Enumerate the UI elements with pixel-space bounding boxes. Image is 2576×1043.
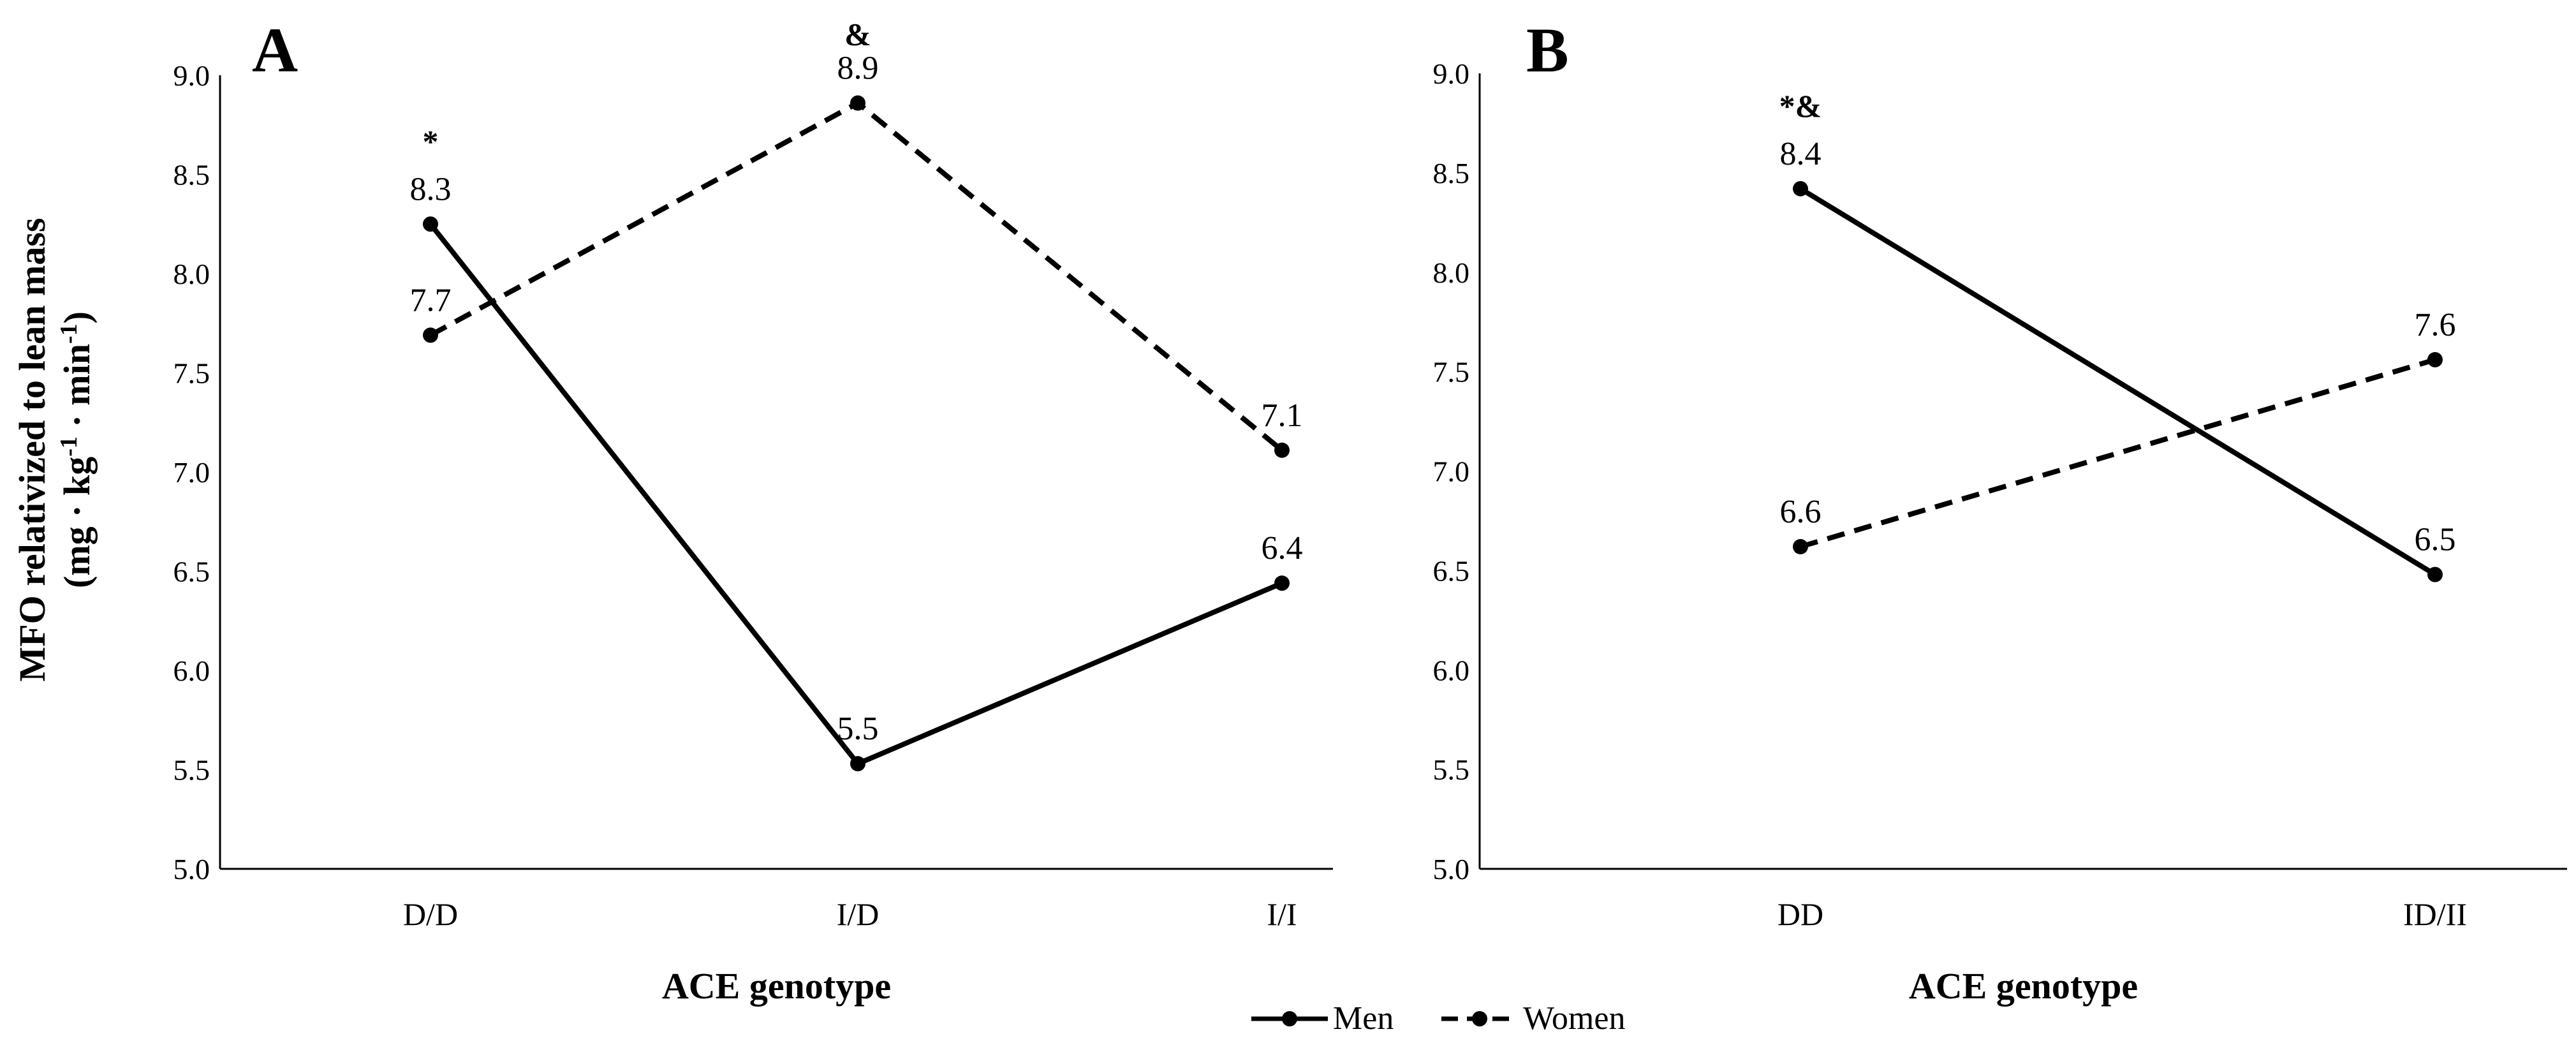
y-tick-label: 7.0 xyxy=(1433,455,1470,488)
y-tick-label: 5.5 xyxy=(173,754,210,787)
x-tick-label: D/D xyxy=(403,896,458,932)
x-tick-label: I/I xyxy=(1267,896,1297,932)
data-point-men xyxy=(1793,181,1808,196)
y-axis-title-units-suffix: ) xyxy=(56,311,98,323)
data-point-men xyxy=(1274,575,1290,591)
data-label-men: 8.4 xyxy=(1780,136,1822,172)
data-label-women: 7.7 xyxy=(410,282,452,318)
y-tick-label: 5.0 xyxy=(1433,853,1470,885)
series-line-men xyxy=(428,222,1283,767)
data-point-men xyxy=(850,756,865,772)
y-axis-title-line1: MFO relativized to lean mass xyxy=(11,218,53,681)
y-tick-label: 6.0 xyxy=(1433,654,1470,686)
legend-women-label: Women xyxy=(1523,1000,1625,1037)
y-tick-label: 5.0 xyxy=(173,853,210,885)
y-axis-title-line2: (mg · kg-1 · min-1) xyxy=(55,311,98,588)
data-point-men xyxy=(423,216,438,232)
data-label-men: 6.4 xyxy=(1262,530,1303,566)
data-point-women xyxy=(2427,351,2443,367)
significance-marker: * xyxy=(423,124,439,159)
y-tick-label: 5.5 xyxy=(1433,753,1470,786)
y-axis-title: MFO relativized to lean mass (mg · kg-1 … xyxy=(11,218,98,681)
panel-label-a: A xyxy=(252,15,298,85)
panel-label-b: B xyxy=(1526,15,1569,85)
chart-panel-a: 5.0 5.5 6.0 6.5 7.0 7.5 8.0 8.5 9.0 D/D I/D I/I ACE … xyxy=(173,15,1333,1007)
data-label-women: 6.6 xyxy=(1780,494,1822,530)
x-tick-label: DD xyxy=(1777,896,1823,932)
x-tick-label: I/D xyxy=(837,896,880,932)
y-axis-title-units-sup1: -1 xyxy=(55,436,82,457)
data-point-women xyxy=(1793,538,1808,554)
data-label-women: 7.6 xyxy=(2415,307,2456,343)
data-label-men: 5.5 xyxy=(837,711,879,747)
legend: Men Women xyxy=(1251,1000,1625,1037)
y-tick-label: 9.0 xyxy=(173,59,210,92)
y-axis-title-units-sup2: -1 xyxy=(55,323,82,344)
y-tick-label: 8.5 xyxy=(1433,157,1470,189)
y-tick-label: 7.0 xyxy=(173,456,210,489)
y-tick-label: 6.5 xyxy=(173,556,210,588)
x-axis-title: ACE genotype xyxy=(1909,965,2138,1007)
y-axis-title-units-prefix: (mg · kg xyxy=(56,457,98,588)
series-line-women xyxy=(429,100,1284,452)
data-label-men: 6.5 xyxy=(2415,522,2456,558)
y-tick-label: 6.5 xyxy=(1433,554,1470,587)
y-tick-label: 8.0 xyxy=(1433,256,1470,289)
x-axis-title: ACE genotype xyxy=(662,965,891,1007)
data-point-men xyxy=(2427,566,2443,582)
legend-men-label: Men xyxy=(1333,1000,1394,1037)
data-point-women xyxy=(1274,442,1290,458)
chart-panel-b: 5.0 5.5 6.0 6.5 7.0 7.5 8.0 8.5 9.0 DD ID/II ACE ge… xyxy=(1433,15,2567,1007)
data-point-women xyxy=(850,95,865,111)
data-label-men: 8.3 xyxy=(410,171,452,207)
data-label-women: 8.9 xyxy=(837,50,879,87)
significance-marker: & xyxy=(844,17,871,52)
x-tick-label: ID/II xyxy=(2403,896,2467,932)
y-tick-label: 7.5 xyxy=(173,357,210,390)
y-tick-label: 6.0 xyxy=(173,655,210,687)
series-line-men xyxy=(1799,186,2437,577)
y-axis-title-units-mid: · min xyxy=(56,344,98,436)
y-tick-label: 8.0 xyxy=(173,258,210,290)
legend-women-marker xyxy=(1472,1011,1487,1026)
significance-marker: *& xyxy=(1779,88,1822,124)
data-point-women xyxy=(423,327,438,343)
data-label-women: 7.1 xyxy=(1262,397,1303,434)
y-tick-label: 7.5 xyxy=(1433,356,1470,388)
legend-men-marker xyxy=(1282,1011,1297,1026)
y-tick-label: 9.0 xyxy=(1433,57,1470,90)
y-tick-label: 8.5 xyxy=(173,159,210,191)
